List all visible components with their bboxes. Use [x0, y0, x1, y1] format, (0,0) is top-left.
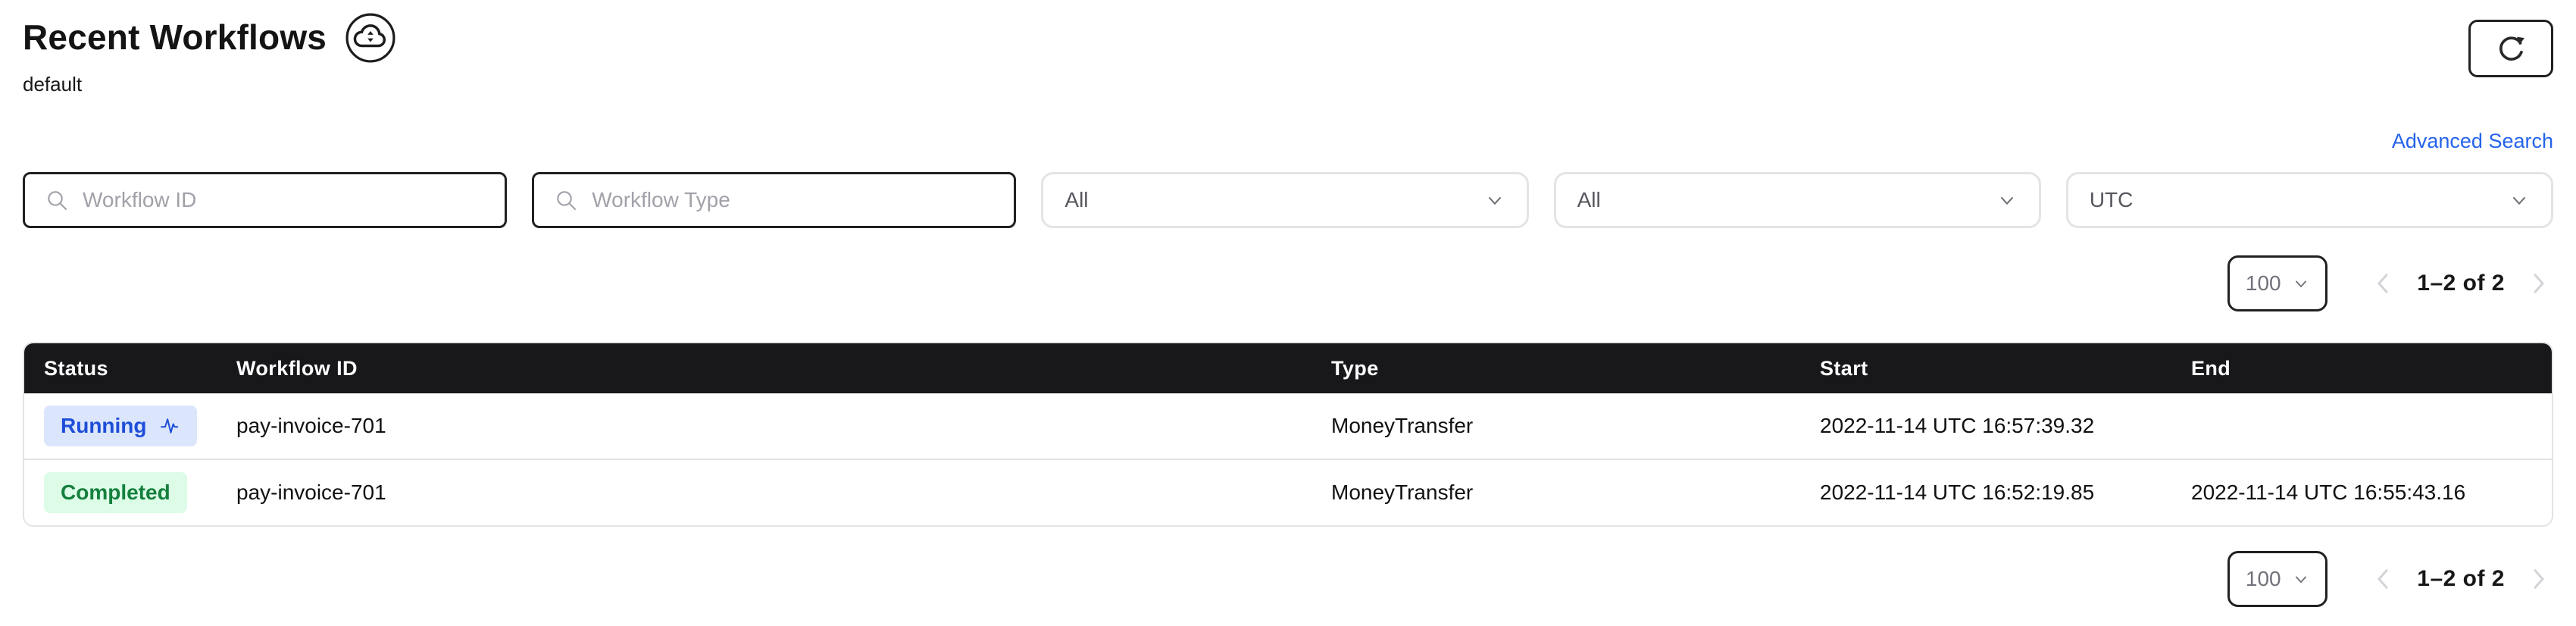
next-page-button[interactable] — [2524, 564, 2553, 594]
status-badge: Completed — [44, 472, 187, 513]
pagination-bottom: 100 1–2 of 2 — [23, 551, 2553, 607]
status-badge-label: Running — [61, 414, 147, 437]
chevron-left-icon — [2371, 268, 2394, 299]
search-icon — [45, 188, 69, 212]
page-size-value: 100 — [2245, 567, 2281, 590]
status-filter-value: All — [1064, 188, 1089, 211]
chevron-right-icon — [2528, 268, 2550, 299]
page-size-select[interactable]: 100 — [2227, 255, 2328, 311]
type-cell: MoneyTransfer — [1331, 459, 1820, 525]
time-range-filter-value: All — [1577, 188, 1601, 211]
chevron-left-icon — [2371, 564, 2394, 594]
end-cell — [2191, 393, 2552, 459]
refresh-icon — [2494, 32, 2528, 65]
namespace-label: default — [23, 73, 83, 95]
pulse-icon — [158, 415, 180, 437]
column-header-start: Start — [1820, 356, 1868, 380]
prev-page-button[interactable] — [2368, 268, 2397, 299]
refresh-button[interactable] — [2468, 20, 2553, 77]
workflow-id-cell: pay-invoice-701 — [236, 414, 386, 437]
column-header-type: Type — [1331, 356, 1379, 380]
cloud-updown-button[interactable] — [343, 11, 398, 65]
workflow-type-search — [532, 172, 1017, 228]
start-cell: 2022-11-14 UTC 16:57:39.32 — [1820, 414, 2095, 437]
page-size-select[interactable]: 100 — [2227, 551, 2328, 607]
status-filter-select[interactable]: All — [1041, 172, 1529, 228]
chevron-down-icon — [2292, 570, 2310, 588]
chevron-right-icon — [2528, 564, 2550, 594]
time-range-filter-select[interactable]: All — [1553, 172, 2041, 228]
chevron-down-icon — [1996, 189, 2018, 211]
status-badge: Running — [44, 405, 197, 446]
chevron-down-icon — [1484, 189, 1505, 211]
prev-page-button[interactable] — [2368, 564, 2397, 594]
workflow-id-cell: pay-invoice-701 — [236, 459, 1331, 525]
table-row[interactable]: Running pay-invoice-701 MoneyTransfer 20… — [24, 393, 2552, 459]
page-range-label: 1–2 of 2 — [2417, 271, 2505, 296]
workflow-type-input[interactable] — [592, 188, 995, 212]
status-cell: Completed — [24, 459, 236, 525]
start-cell: 2022-11-14 UTC 16:52:19.85 — [1820, 459, 2191, 525]
page-title: Recent Workflows — [23, 17, 327, 57]
next-page-button[interactable] — [2524, 268, 2553, 299]
filters-row: All All UTC — [23, 172, 2554, 228]
workflow-id-input[interactable] — [83, 188, 486, 212]
chevron-down-icon — [2292, 274, 2310, 293]
search-icon — [554, 188, 578, 212]
workflow-id-search — [23, 172, 508, 228]
column-header-end: End — [2191, 356, 2231, 380]
page-header: Recent Workflows default — [23, 9, 2553, 96]
pagination-top: 100 1–2 of 2 — [23, 255, 2553, 311]
status-cell: Running — [24, 393, 236, 459]
table-row[interactable]: Completed pay-invoice-701 MoneyTransfer … — [24, 459, 2552, 525]
end-cell: 2022-11-14 UTC 16:55:43.16 — [2191, 459, 2552, 525]
advanced-search-link[interactable]: Advanced Search — [2391, 130, 2553, 152]
column-header-workflow-id: Workflow ID — [236, 356, 358, 380]
timezone-filter-select[interactable]: UTC — [2065, 172, 2554, 228]
timezone-filter-value: UTC — [2089, 188, 2134, 211]
chevron-down-icon — [2509, 189, 2530, 211]
page-range-label: 1–2 of 2 — [2417, 566, 2505, 591]
title-block: Recent Workflows default — [23, 9, 398, 96]
page-size-value: 100 — [2245, 271, 2281, 295]
column-header-status: Status — [44, 356, 108, 380]
cloud-updown-icon — [344, 11, 397, 64]
type-cell: MoneyTransfer — [1331, 414, 1474, 437]
table-header-row: Status Workflow ID Type Start End — [24, 343, 2552, 393]
advanced-search-row: Advanced Search — [23, 130, 2553, 154]
status-badge-label: Completed — [61, 480, 170, 504]
workflows-table: Status Workflow ID Type Start End Runnin… — [23, 342, 2553, 527]
